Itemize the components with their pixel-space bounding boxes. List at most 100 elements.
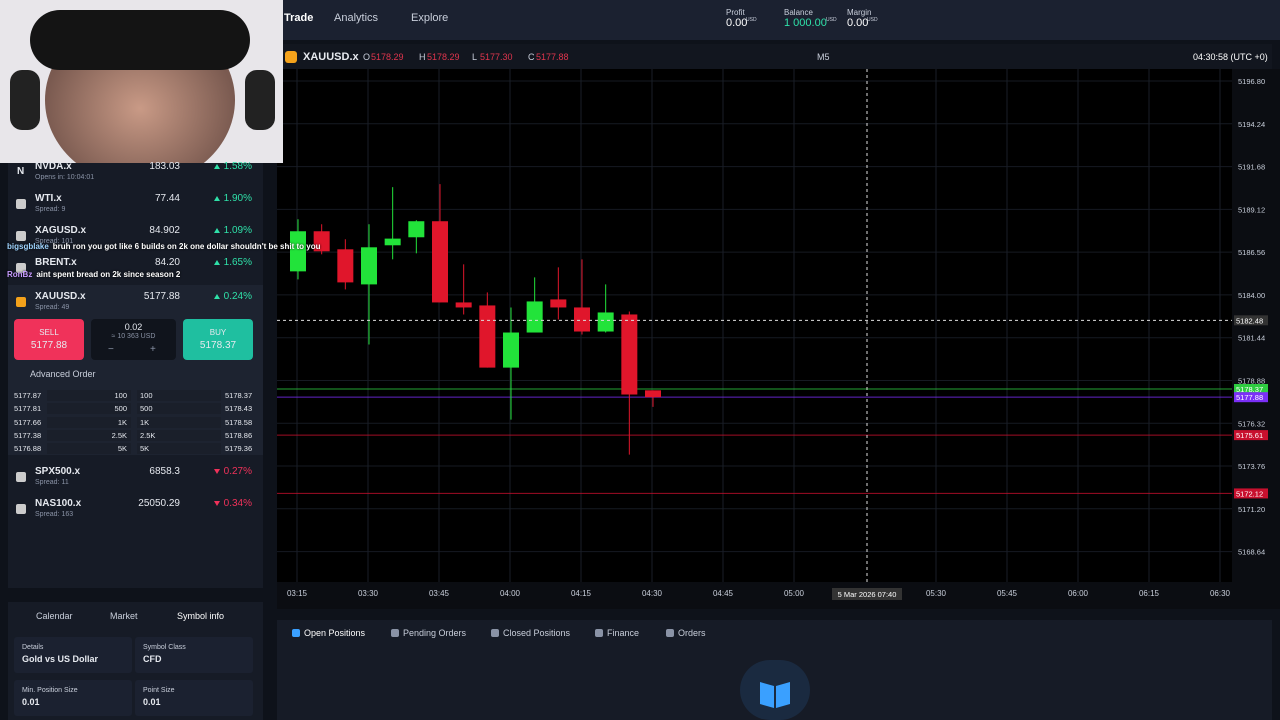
book-ask-size: 500 xyxy=(140,404,153,414)
chat-line: bigsgblake bruh ron you got like 6 builds… xyxy=(7,242,320,251)
account-value: 1 000.00 xyxy=(784,17,827,29)
account-unit: USD xyxy=(746,17,757,23)
clock: 04:30:58 (UTC +0) xyxy=(1193,52,1268,62)
candle-body xyxy=(550,299,567,308)
symbol-name: XAUUSD.x xyxy=(35,291,86,302)
account-label: Balance xyxy=(784,8,813,17)
price-tag-label: 5178.37 xyxy=(1236,385,1263,394)
symbol-sub: Opens in: 10:04:01 xyxy=(35,174,95,181)
price-tag xyxy=(1234,383,1268,394)
price-tag-label: 5175.61 xyxy=(1236,431,1263,440)
account-unit: USD xyxy=(826,17,837,23)
change-arrow xyxy=(214,501,220,506)
symbol-icon: N xyxy=(17,166,25,177)
book-ask: 5178.58 xyxy=(225,417,253,427)
y-tick-label: 5168.64 xyxy=(1238,548,1265,557)
y-tick-label: 5191.68 xyxy=(1238,163,1265,172)
change-arrow xyxy=(214,228,220,233)
symbol-change: 0.27% xyxy=(223,466,252,477)
y-tick-label: 5178.88 xyxy=(1238,376,1265,385)
y-tick-label: 5181.44 xyxy=(1238,334,1265,343)
book-ask: 5179.36 xyxy=(225,444,253,454)
tab-icon xyxy=(391,629,399,637)
buy-button[interactable] xyxy=(183,319,253,360)
candle-body xyxy=(621,314,638,395)
price-tag-label: 5177.88 xyxy=(1236,393,1263,402)
tab-icon xyxy=(491,629,499,637)
chat-line: RonBz aint spent bread on 2k since season… xyxy=(7,270,180,279)
info-card xyxy=(14,680,132,716)
positions-tab[interactable]: Pending Orders xyxy=(403,628,467,638)
candle-body xyxy=(455,302,472,308)
chat-text: aint spent bread on 2k since season 2 xyxy=(36,270,181,279)
symbol-icon xyxy=(16,199,26,209)
price-tag xyxy=(1234,430,1268,441)
buy-price: 5178.37 xyxy=(199,340,237,351)
x-tick-label: 04:15 xyxy=(571,589,592,598)
info-value: CFD xyxy=(143,654,162,664)
symbol-name: SPX500.x xyxy=(35,466,81,477)
ohlc-value: 5178.29 xyxy=(427,52,460,62)
account-value: 0.00 xyxy=(726,17,748,29)
book-bid-size: 2.5K xyxy=(111,430,127,440)
positions-tab[interactable]: Finance xyxy=(607,628,640,638)
book-bid: 5177.87 xyxy=(14,391,42,400)
info-card xyxy=(135,637,253,673)
ohlc-key: H xyxy=(419,52,426,62)
symbol-sub: Spread: 49 xyxy=(35,304,70,311)
symbol-name: NAS100.x xyxy=(35,498,82,509)
symbol-price: 84.902 xyxy=(149,225,180,236)
book-icon xyxy=(740,660,810,720)
crosshair-tag-label: 5182.48 xyxy=(1236,316,1263,325)
price-tag xyxy=(1234,392,1268,403)
chat-text: bruh ron you got like 6 builds on 2k one… xyxy=(52,242,321,251)
nav-tab[interactable]: Trade xyxy=(284,12,314,24)
book-bid-bg xyxy=(47,416,131,428)
candle-body xyxy=(526,301,543,333)
candle-body xyxy=(384,238,401,246)
ohlc-key: C xyxy=(528,52,535,62)
info-tab[interactable]: Symbol info xyxy=(177,611,225,621)
x-tick-label: 05:00 xyxy=(784,589,805,598)
book-bid: 5176.88 xyxy=(14,444,42,454)
sell-button[interactable] xyxy=(14,319,84,360)
book-bid-bg xyxy=(47,390,131,401)
y-tick-label: 5186.56 xyxy=(1238,248,1265,257)
nav-tab[interactable]: Analytics xyxy=(334,12,379,24)
info-tab[interactable]: Market xyxy=(110,611,138,621)
y-tick-label: 5189.12 xyxy=(1238,205,1265,214)
y-tick-label: 5173.76 xyxy=(1238,462,1265,471)
symbol-sub: Spread: 101 xyxy=(35,238,74,245)
y-tick-label: 5184.00 xyxy=(1238,291,1265,300)
nav-tab[interactable]: Explore xyxy=(411,12,449,24)
crosshair-time-tag xyxy=(832,588,902,600)
qty-minus[interactable]: − xyxy=(108,344,114,355)
webcam-overlay xyxy=(0,0,283,163)
book-bid: 5177.38 xyxy=(14,430,42,440)
positions-tab[interactable]: Open Positions xyxy=(304,628,366,638)
book-bid-size: 100 xyxy=(114,391,127,400)
x-tick-label: 05:30 xyxy=(926,589,947,598)
candle-body xyxy=(408,221,425,238)
symbol-price: 183.03 xyxy=(149,161,180,172)
info-tab[interactable]: Calendar xyxy=(36,611,73,621)
tab-icon xyxy=(666,629,674,637)
candle-body xyxy=(313,231,330,252)
candle-body xyxy=(645,390,661,398)
book-ask-bg xyxy=(137,390,221,401)
plot-area xyxy=(277,69,1232,582)
qty-box xyxy=(91,319,176,360)
info-card xyxy=(14,637,132,673)
candle-body xyxy=(574,307,590,332)
candle-body xyxy=(337,249,354,283)
positions-tab[interactable]: Closed Positions xyxy=(503,628,571,638)
y-tick-label: 5194.24 xyxy=(1238,120,1265,129)
book-bid: 5177.66 xyxy=(14,417,42,427)
chat-user: RonBz xyxy=(7,270,33,279)
info-label: Point Size xyxy=(143,687,175,694)
symbol-name: XAGUSD.x xyxy=(35,225,87,236)
positions-tab[interactable]: Orders xyxy=(678,628,706,638)
qty-plus[interactable]: + xyxy=(150,344,156,355)
